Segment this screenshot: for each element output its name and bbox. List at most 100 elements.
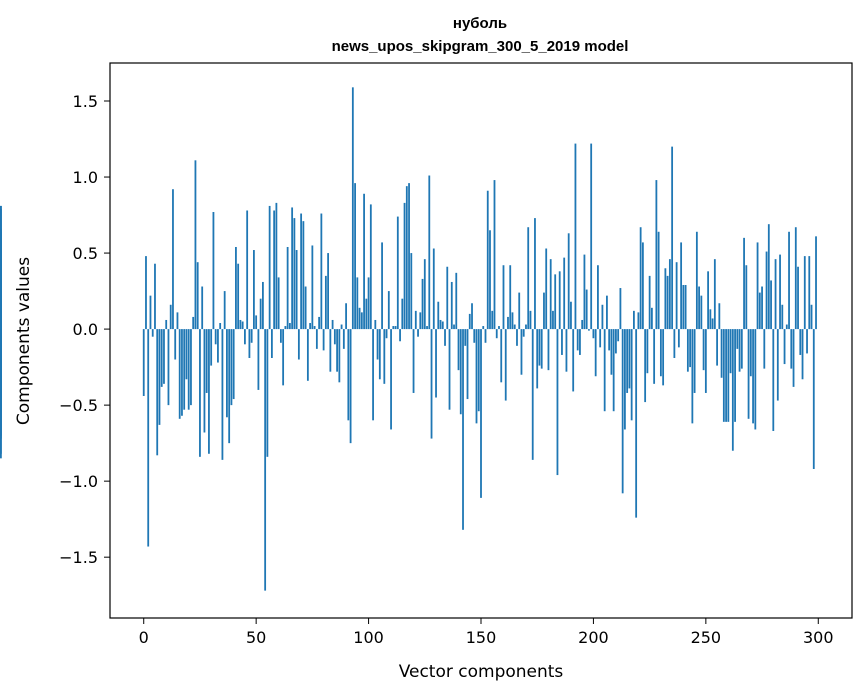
bar-79	[320, 213, 323, 330]
bar-171	[527, 227, 530, 330]
bar-194	[579, 329, 581, 355]
bar-118	[408, 183, 410, 330]
bar-0	[142, 329, 145, 396]
bar-131	[437, 301, 440, 330]
bar-22	[192, 316, 195, 330]
bar-17	[181, 329, 183, 416]
bar-112	[394, 326, 397, 330]
bar-220	[637, 312, 640, 330]
bar-28	[205, 329, 208, 393]
bar-199	[590, 143, 593, 330]
bar-211	[617, 329, 620, 342]
bar-264	[736, 329, 739, 349]
bar-176	[538, 329, 541, 366]
bar-83	[329, 329, 332, 372]
bar-213	[621, 329, 624, 494]
bar-72	[304, 286, 307, 330]
bar-242	[686, 329, 689, 372]
bar-172	[529, 310, 532, 330]
bar-129	[432, 248, 435, 330]
bar-275	[761, 286, 763, 330]
bar-23	[194, 160, 197, 330]
bar-50	[255, 315, 258, 330]
bar-101	[369, 204, 372, 330]
bar-168	[520, 329, 523, 375]
bar-234	[668, 259, 671, 330]
bar-142	[462, 329, 464, 530]
bar-173	[531, 329, 534, 460]
bar-256	[718, 303, 721, 330]
bar-208	[610, 329, 613, 375]
bar-11	[167, 329, 170, 406]
bar-8	[160, 329, 163, 387]
bar-231	[662, 329, 665, 386]
bar-291	[797, 266, 799, 330]
bar-218	[633, 310, 635, 330]
bar-68	[295, 250, 298, 330]
bar-124	[421, 278, 424, 330]
bar-26	[201, 286, 204, 330]
bar-153	[486, 190, 489, 330]
bar-161	[504, 329, 507, 401]
bar-186	[561, 329, 563, 355]
bar-67	[293, 218, 296, 330]
bar-252	[709, 309, 712, 330]
bar-214	[624, 329, 626, 430]
bar-137	[450, 281, 453, 330]
bar-10	[165, 319, 168, 330]
bar-219	[635, 329, 638, 518]
bar-277	[765, 251, 768, 330]
bar-147	[473, 329, 476, 343]
bar-41	[235, 246, 237, 330]
y-axis-label: Components values	[14, 257, 34, 425]
bar-286	[785, 324, 788, 330]
bar-73	[306, 329, 309, 381]
bar-178	[543, 292, 545, 330]
bar-274	[758, 292, 761, 330]
bar-295	[806, 329, 808, 354]
bar-180	[547, 329, 550, 371]
bar-13	[172, 189, 174, 330]
bar-294	[803, 256, 806, 330]
y-axis: −1.5 −1.0 −0.5 0.0 0.5 1.0 1.5	[59, 92, 110, 567]
chart-title: нуболь	[453, 15, 507, 32]
x-tick-label: 100	[353, 628, 384, 647]
bar-255	[716, 329, 718, 366]
bar-269	[747, 329, 750, 419]
bar-116	[403, 202, 406, 330]
bar-125	[423, 259, 426, 330]
bar-132	[439, 319, 442, 330]
bar-46	[246, 210, 249, 330]
bar-148	[475, 329, 478, 424]
bar-90	[345, 303, 347, 330]
bar-162	[507, 316, 509, 330]
bar-207	[608, 329, 611, 351]
bar-239	[680, 242, 683, 330]
bar-undefined	[0, 329, 2, 393]
x-tick-label: 50	[246, 628, 266, 647]
bar-229	[657, 231, 660, 330]
bar-250	[704, 329, 707, 393]
x-axis: 0 50 100 150 200 250 300	[139, 618, 834, 647]
bar-190	[570, 301, 572, 330]
bar-77	[315, 329, 318, 349]
bar-66	[291, 207, 294, 330]
bar-260	[727, 329, 730, 422]
bar-246	[695, 231, 698, 330]
bar-43	[239, 319, 242, 330]
bar-undefined	[0, 259, 2, 330]
bar-240	[682, 285, 685, 330]
bar-247	[698, 286, 700, 330]
bar-21	[190, 329, 192, 406]
bar-93	[351, 87, 354, 330]
bar-283	[779, 254, 781, 330]
bar-227	[653, 329, 656, 384]
bar-251	[707, 271, 709, 330]
bar-293	[801, 329, 804, 380]
bar-110	[390, 329, 392, 430]
bar-155	[491, 310, 494, 330]
bar-88	[340, 324, 343, 330]
bar-42	[237, 263, 240, 330]
bar-89	[342, 329, 345, 349]
bar-18	[183, 329, 186, 410]
